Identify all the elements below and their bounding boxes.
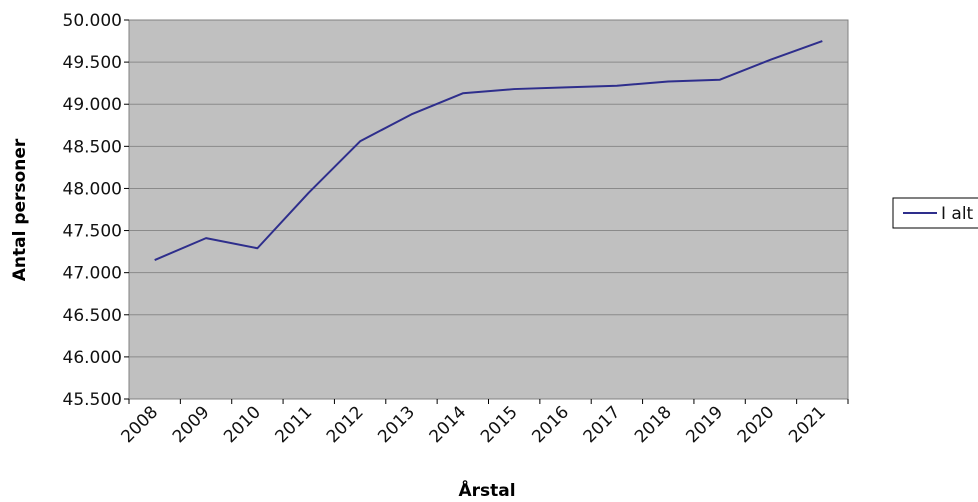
x-tick-label: 2018 [631,402,676,447]
y-tick-label: 45.500 [63,390,122,410]
legend: I alt [892,197,978,229]
x-tick-label: 2011 [272,402,317,447]
x-tick-label: 2014 [426,402,471,447]
y-tick-label: 47.500 [63,222,122,242]
x-axis-title: Årstal [458,478,515,501]
y-tick-label: 48.500 [63,137,122,157]
x-tick-label: 2008 [117,402,162,447]
y-tick-label: 49.500 [63,53,122,73]
x-tick-label: 2013 [374,402,419,447]
legend-label: I alt [941,204,974,224]
x-tick-label: 2012 [323,402,368,447]
series-line [154,40,823,261]
x-tick-label: 2015 [477,402,522,447]
y-tick-label: 48.000 [63,179,122,199]
x-tick-label: 2009 [169,402,214,447]
x-axis-ticks: 2008 2009 2010 2011 2012 2013 2014 2015 2016 2017… [117,399,849,447]
x-tick-label: 2010 [220,402,265,447]
y-tick-label: 47.000 [63,264,122,284]
x-tick-label: 2016 [528,402,573,447]
x-tick-label: 2021 [785,402,830,447]
gridlines [129,61,848,358]
plot-area [129,20,848,399]
y-tick-label: 46.000 [63,348,122,368]
y-axis-ticks: 45.500 46.000 46.500 47.000 47.500 48.000 48.5… [63,11,129,410]
y-tick-label: 49.000 [63,95,122,115]
x-tick-label: 2020 [734,402,779,447]
x-tick-label: 2017 [580,402,625,447]
x-tick-label: 2019 [682,402,727,447]
y-axis-title: Antal personer [10,138,30,281]
y-tick-label: 50.000 [63,11,122,31]
series-group [154,40,823,261]
y-tick-label: 46.500 [63,306,122,326]
